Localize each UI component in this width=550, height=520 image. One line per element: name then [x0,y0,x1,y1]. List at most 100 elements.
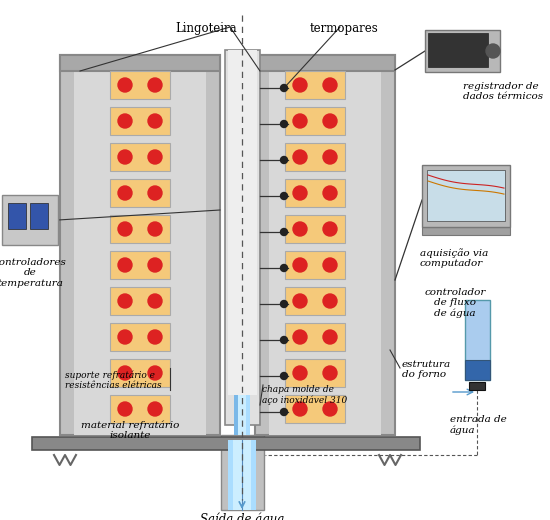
Bar [225,50,260,425]
Bar [110,143,170,171]
Circle shape [280,265,288,271]
Circle shape [118,258,132,272]
Circle shape [148,258,162,272]
Bar [228,50,257,395]
Circle shape [148,186,162,200]
Bar [221,435,264,510]
Text: aquisição via
computador: aquisição via computador [420,248,488,268]
Bar [110,179,170,207]
Bar [233,440,251,510]
Bar [465,360,490,380]
Bar [285,287,345,315]
Circle shape [118,222,132,236]
Text: Saída de água: Saída de água [200,513,284,520]
Bar [425,30,500,72]
Bar [285,215,345,243]
Bar [285,143,345,171]
Bar [110,107,170,135]
Circle shape [323,330,337,344]
Bar [246,395,250,435]
Circle shape [293,222,307,236]
Bar [422,165,510,227]
Circle shape [118,150,132,164]
Circle shape [293,114,307,128]
Bar [428,33,488,67]
Circle shape [293,258,307,272]
Circle shape [148,294,162,308]
Circle shape [323,150,337,164]
Circle shape [280,301,288,307]
Circle shape [280,192,288,200]
Circle shape [323,114,337,128]
Text: termopares: termopares [310,22,379,35]
Circle shape [148,366,162,380]
Circle shape [280,84,288,92]
Circle shape [293,78,307,92]
Bar [228,440,256,510]
Circle shape [323,78,337,92]
Bar [285,251,345,279]
Circle shape [118,78,132,92]
Circle shape [293,366,307,380]
Bar [2,195,58,245]
Circle shape [118,402,132,416]
Text: suporte refratário e
resistências elétricas: suporte refratário e resistências elétri… [65,370,162,390]
Circle shape [118,366,132,380]
Circle shape [118,114,132,128]
Bar [110,359,170,387]
Circle shape [323,294,337,308]
Circle shape [293,330,307,344]
Circle shape [280,372,288,380]
Circle shape [118,330,132,344]
Circle shape [323,186,337,200]
Bar [465,300,490,380]
Bar [74,71,206,435]
Bar [285,107,345,135]
Circle shape [323,222,337,236]
Circle shape [486,44,500,58]
Text: controladores
de
temperatura: controladores de temperatura [0,258,67,288]
Bar [110,251,170,279]
Circle shape [118,294,132,308]
Text: estrutura
do forno: estrutura do forno [402,360,451,380]
Bar [427,170,505,221]
Text: Lingoteira: Lingoteira [175,22,236,35]
Circle shape [148,222,162,236]
Circle shape [293,402,307,416]
Bar [269,71,381,435]
Bar [285,179,345,207]
Circle shape [293,294,307,308]
Circle shape [293,186,307,200]
Circle shape [148,402,162,416]
Bar [110,287,170,315]
Bar [30,203,48,229]
Circle shape [323,402,337,416]
Circle shape [148,330,162,344]
Circle shape [280,121,288,127]
Bar [255,55,395,71]
Bar [110,395,170,423]
Bar [60,55,220,435]
Bar [32,437,420,450]
Circle shape [323,366,337,380]
Bar [110,71,170,99]
Bar [469,382,485,390]
Text: entrada de
água: entrada de água [450,415,507,435]
Circle shape [148,78,162,92]
Bar [8,203,26,229]
Bar [285,323,345,351]
Bar [285,359,345,387]
Bar [422,227,510,235]
Circle shape [280,228,288,236]
Bar [110,323,170,351]
Circle shape [323,258,337,272]
Circle shape [280,336,288,344]
Circle shape [293,150,307,164]
Circle shape [148,150,162,164]
Text: registrador de
dados térmicos: registrador de dados térmicos [463,82,543,101]
Bar [110,215,170,243]
Bar [60,55,220,71]
Circle shape [148,114,162,128]
Circle shape [118,186,132,200]
Circle shape [280,157,288,163]
